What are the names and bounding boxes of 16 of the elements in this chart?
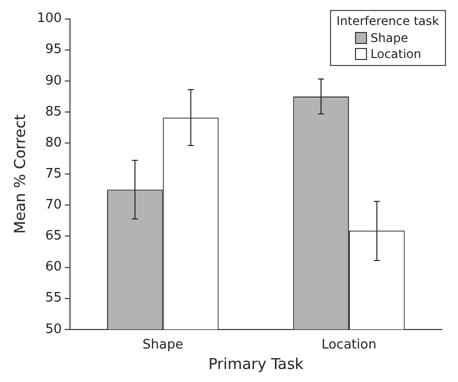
y-tick-label: 95 (45, 42, 62, 58)
y-tick-label: 80 (45, 135, 62, 150)
x-axis-title: Primary Task (208, 354, 304, 373)
text: Location (370, 46, 422, 62)
y-tick-label: 60 (45, 260, 62, 275)
y-tick-label: 90 (45, 73, 62, 88)
y-axis-title: Mean % Correct (10, 114, 29, 234)
y-tick-label: 50 (45, 322, 62, 337)
y-tick-label: 55 (45, 290, 62, 306)
legend-label: Shape (370, 30, 408, 46)
y-tick-label: 70 (45, 198, 62, 213)
y-tick-label: 75 (45, 166, 62, 182)
y-tick-label: 100 (36, 11, 62, 26)
legend-title: Interference task (336, 14, 439, 28)
y-tick-label: 65 (45, 228, 62, 244)
y-tick-label: 85 (45, 104, 62, 120)
